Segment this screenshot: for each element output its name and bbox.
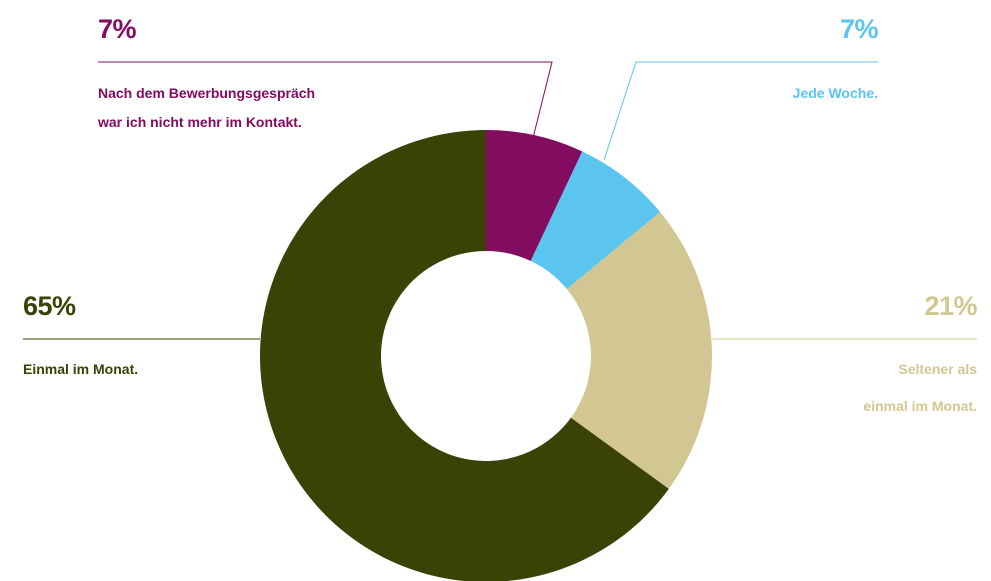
slice-0-label-line-2: war ich nicht mehr im Kontakt. bbox=[97, 114, 302, 130]
leader-line-0 bbox=[98, 61, 553, 139]
leader-lines bbox=[23, 61, 977, 340]
slice-2-label-line-1: Seltener als bbox=[898, 361, 977, 377]
slice-0-percent: 7% bbox=[98, 14, 137, 44]
leader-line-1 bbox=[603, 61, 878, 161]
slice-3-percent: 65% bbox=[23, 291, 76, 321]
donut-slices bbox=[260, 130, 712, 581]
slice-1-percent: 7% bbox=[840, 14, 879, 44]
donut-slice-1 bbox=[530, 151, 661, 290]
donut-slice-2 bbox=[566, 211, 712, 489]
donut-slice-0 bbox=[486, 130, 583, 261]
slice-2-label-line-2: einmal im Monat. bbox=[863, 398, 977, 414]
slice-1-label-line-1: Jede Woche. bbox=[793, 85, 878, 101]
slice-3-label-line-1: Einmal im Monat. bbox=[23, 361, 138, 377]
donut-slice-3 bbox=[260, 130, 669, 581]
slice-2-percent: 21% bbox=[924, 291, 977, 321]
slice-0-label-line-1: Nach dem Bewerbungsgespräch bbox=[98, 85, 315, 101]
slice-labels: 7% Nach dem Bewerbungsgespräch war ich n… bbox=[23, 14, 978, 414]
